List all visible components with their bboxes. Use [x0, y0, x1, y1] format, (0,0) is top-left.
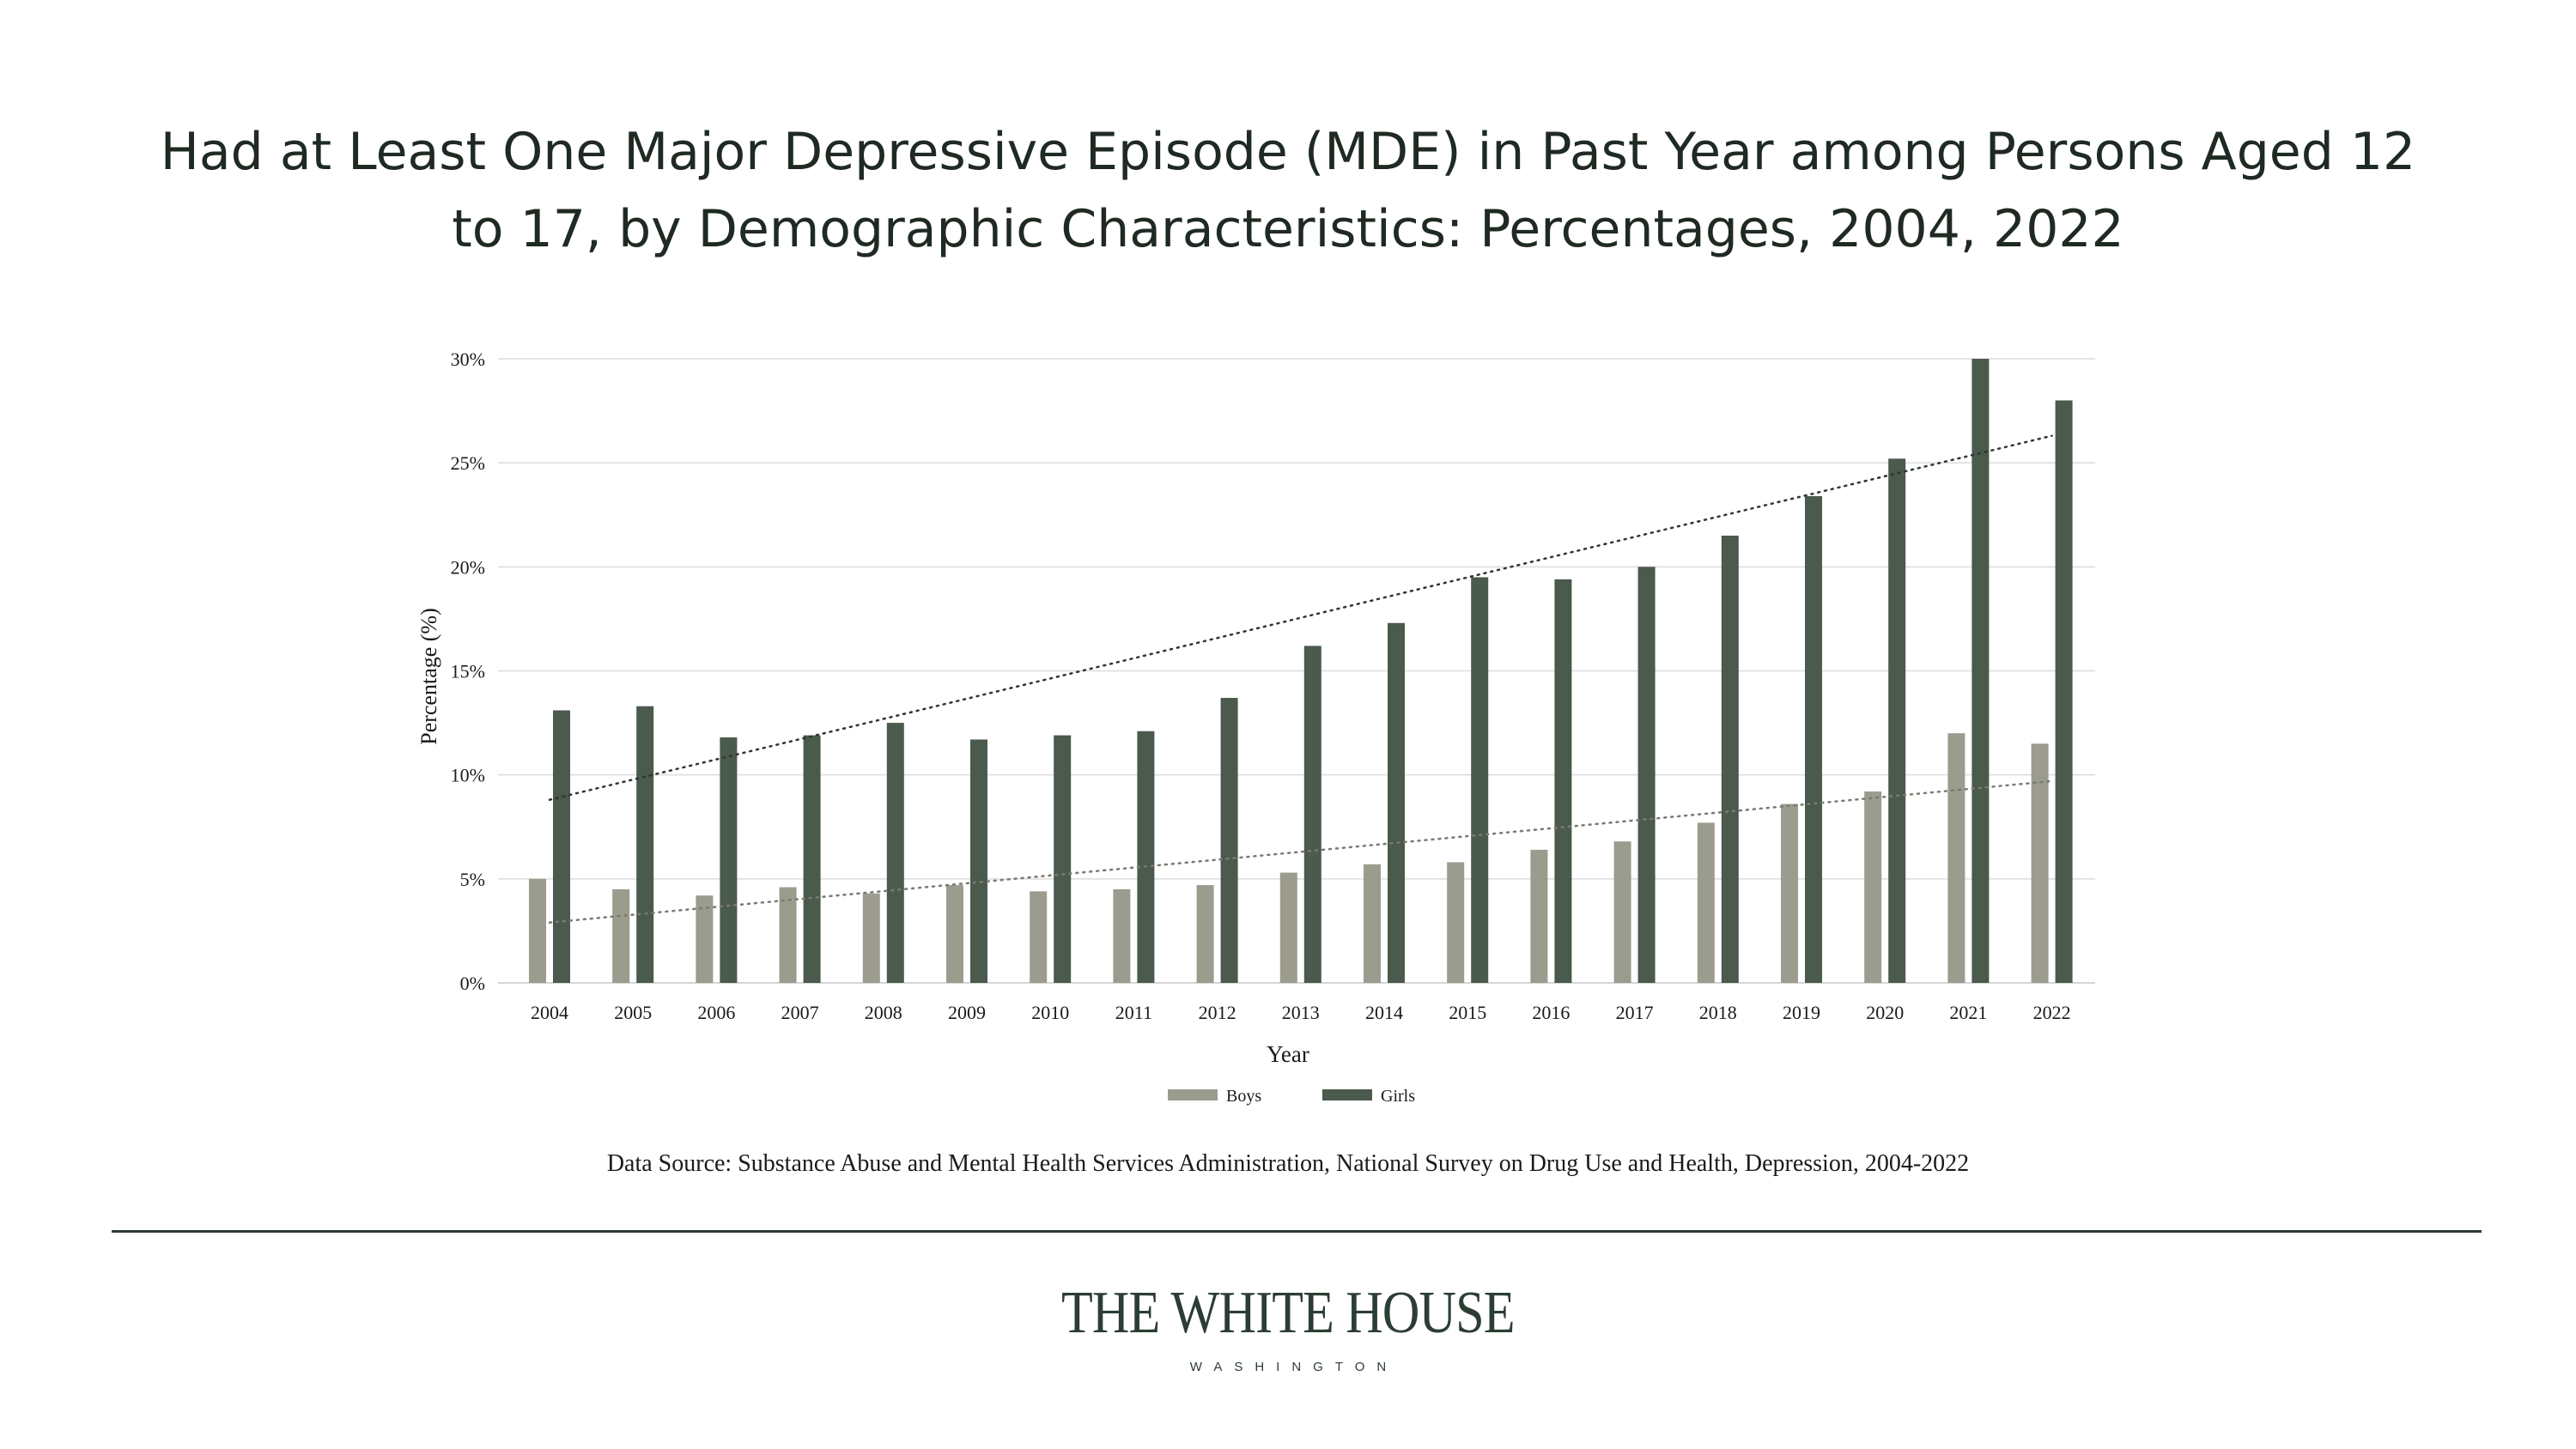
- bar-boys-2020: [1864, 791, 1882, 983]
- bar-boys-2018: [1697, 822, 1715, 983]
- bar-boys-2006: [696, 895, 714, 983]
- chart-title-line-1: Had at Least One Major Depressive Episod…: [160, 122, 2416, 182]
- bar-boys-2013: [1279, 872, 1297, 983]
- bar-girls-2009: [970, 739, 987, 983]
- bar-girls-2007: [803, 735, 821, 983]
- bar-boys-2007: [779, 887, 797, 983]
- x-tick-label-2017: 2017: [1616, 1002, 1654, 1023]
- bar-boys-2011: [1113, 888, 1131, 983]
- y-tick-label-10: 10%: [451, 765, 485, 786]
- bar-boys-2005: [612, 888, 630, 983]
- chart-title-line-2: to 17, by Demographic Characteristics: P…: [452, 199, 2124, 259]
- bar-boys-2022: [2031, 743, 2049, 983]
- y-tick-label-5: 5%: [460, 869, 485, 890]
- y-tick-label-30: 30%: [451, 349, 485, 370]
- bar-girls-2020: [1888, 458, 1906, 983]
- legend-label-girls: Girls: [1381, 1087, 1415, 1106]
- y-axis-ticks: 0% 5% 10% 15% 20% 25% 30%: [451, 349, 485, 994]
- white-house-logo: THE WHITE HOUSE WASHINGTON: [0, 1279, 2576, 1374]
- bar-boys-2014: [1364, 864, 1381, 983]
- bar-girls-2008: [886, 723, 904, 983]
- bar-girls-2015: [1471, 577, 1489, 983]
- bar-boys-2009: [946, 885, 963, 983]
- x-tick-label-2014: 2014: [1365, 1002, 1403, 1023]
- bar-boys-2008: [862, 893, 880, 983]
- bar-boys-2015: [1447, 862, 1465, 983]
- bar-boys-2019: [1781, 803, 1798, 983]
- x-tick-label-2006: 2006: [697, 1002, 735, 1023]
- legend: Boys Girls: [1168, 1087, 1415, 1106]
- x-tick-label-2016: 2016: [1532, 1002, 1570, 1023]
- bar-boys-2010: [1030, 891, 1048, 983]
- bar-girls-2018: [1721, 535, 1739, 983]
- bar-girls-2021: [1971, 359, 1990, 983]
- x-tick-label-2019: 2019: [1783, 1002, 1820, 1023]
- trendline-girls: [548, 434, 2053, 801]
- grid-lines: [498, 358, 2095, 984]
- x-tick-label-2013: 2013: [1282, 1002, 1320, 1023]
- x-tick-label-2012: 2012: [1199, 1002, 1236, 1023]
- x-axis-label: Year: [1267, 1041, 1309, 1067]
- x-axis-ticks: 2004 2005 2006 2007 2008 2009 2010 2011 2012 2013…: [531, 1002, 2071, 1023]
- data-source-note: Data Source: Substance Abuse and Mental …: [606, 1150, 1970, 1177]
- bar-girls-2017: [1637, 567, 1656, 983]
- y-tick-label-0: 0%: [460, 973, 485, 994]
- x-tick-label-2009: 2009: [948, 1002, 986, 1023]
- trendline-boys: [548, 779, 2053, 924]
- bar-boys-2017: [1613, 841, 1631, 983]
- x-tick-label-2015: 2015: [1449, 1002, 1486, 1023]
- bar-girls-2022: [2055, 400, 2073, 983]
- y-tick-label-25: 25%: [451, 452, 485, 474]
- bar-girls-2004: [553, 710, 570, 983]
- y-tick-label-20: 20%: [451, 556, 485, 578]
- legend-label-boys: Boys: [1226, 1087, 1261, 1106]
- logo-subtitle: WASHINGTON: [1189, 1360, 1399, 1374]
- footer-divider: [112, 1230, 2482, 1233]
- bar-boys-2021: [1947, 733, 1965, 983]
- x-tick-label-2010: 2010: [1031, 1002, 1069, 1023]
- bar-girls-2014: [1388, 622, 1405, 983]
- bar-girls-2010: [1054, 735, 1072, 983]
- bar-boys-2004: [529, 878, 546, 983]
- x-tick-label-2011: 2011: [1115, 1002, 1152, 1023]
- logo-wordmark: THE WHITE HOUSE: [1061, 1280, 1516, 1346]
- bar-boys-2016: [1530, 849, 1548, 983]
- x-tick-label-2004: 2004: [531, 1002, 568, 1023]
- bars: [529, 359, 2073, 983]
- x-tick-label-2022: 2022: [2033, 1002, 2071, 1023]
- bar-girls-2006: [720, 737, 738, 983]
- chart-title: Had at Least One Major Depressive Episod…: [103, 113, 2473, 268]
- x-tick-label-2005: 2005: [614, 1002, 652, 1023]
- x-tick-label-2021: 2021: [1949, 1002, 1987, 1023]
- x-tick-label-2007: 2007: [781, 1002, 819, 1023]
- bar-girls-2005: [636, 706, 654, 983]
- bar-girls-2016: [1554, 579, 1572, 983]
- x-tick-label-2018: 2018: [1699, 1002, 1737, 1023]
- x-tick-label-2008: 2008: [865, 1002, 902, 1023]
- y-tick-label-15: 15%: [451, 661, 485, 682]
- bar-girls-2019: [1805, 495, 1822, 983]
- bar-chart: 0% 5% 10% 15% 20% 25% 30% 2004 2005 2006 2007 2008…: [416, 349, 2095, 1106]
- legend-swatch-girls: [1322, 1089, 1372, 1100]
- bar-girls-2012: [1220, 698, 1238, 983]
- legend-swatch-boys: [1168, 1089, 1218, 1100]
- trendlines: [548, 434, 2053, 924]
- y-axis-label: Percentage (%): [416, 608, 441, 745]
- bar-boys-2012: [1196, 885, 1214, 983]
- x-tick-label-2020: 2020: [1866, 1002, 1904, 1023]
- bar-girls-2013: [1303, 646, 1321, 983]
- bar-girls-2011: [1137, 731, 1155, 983]
